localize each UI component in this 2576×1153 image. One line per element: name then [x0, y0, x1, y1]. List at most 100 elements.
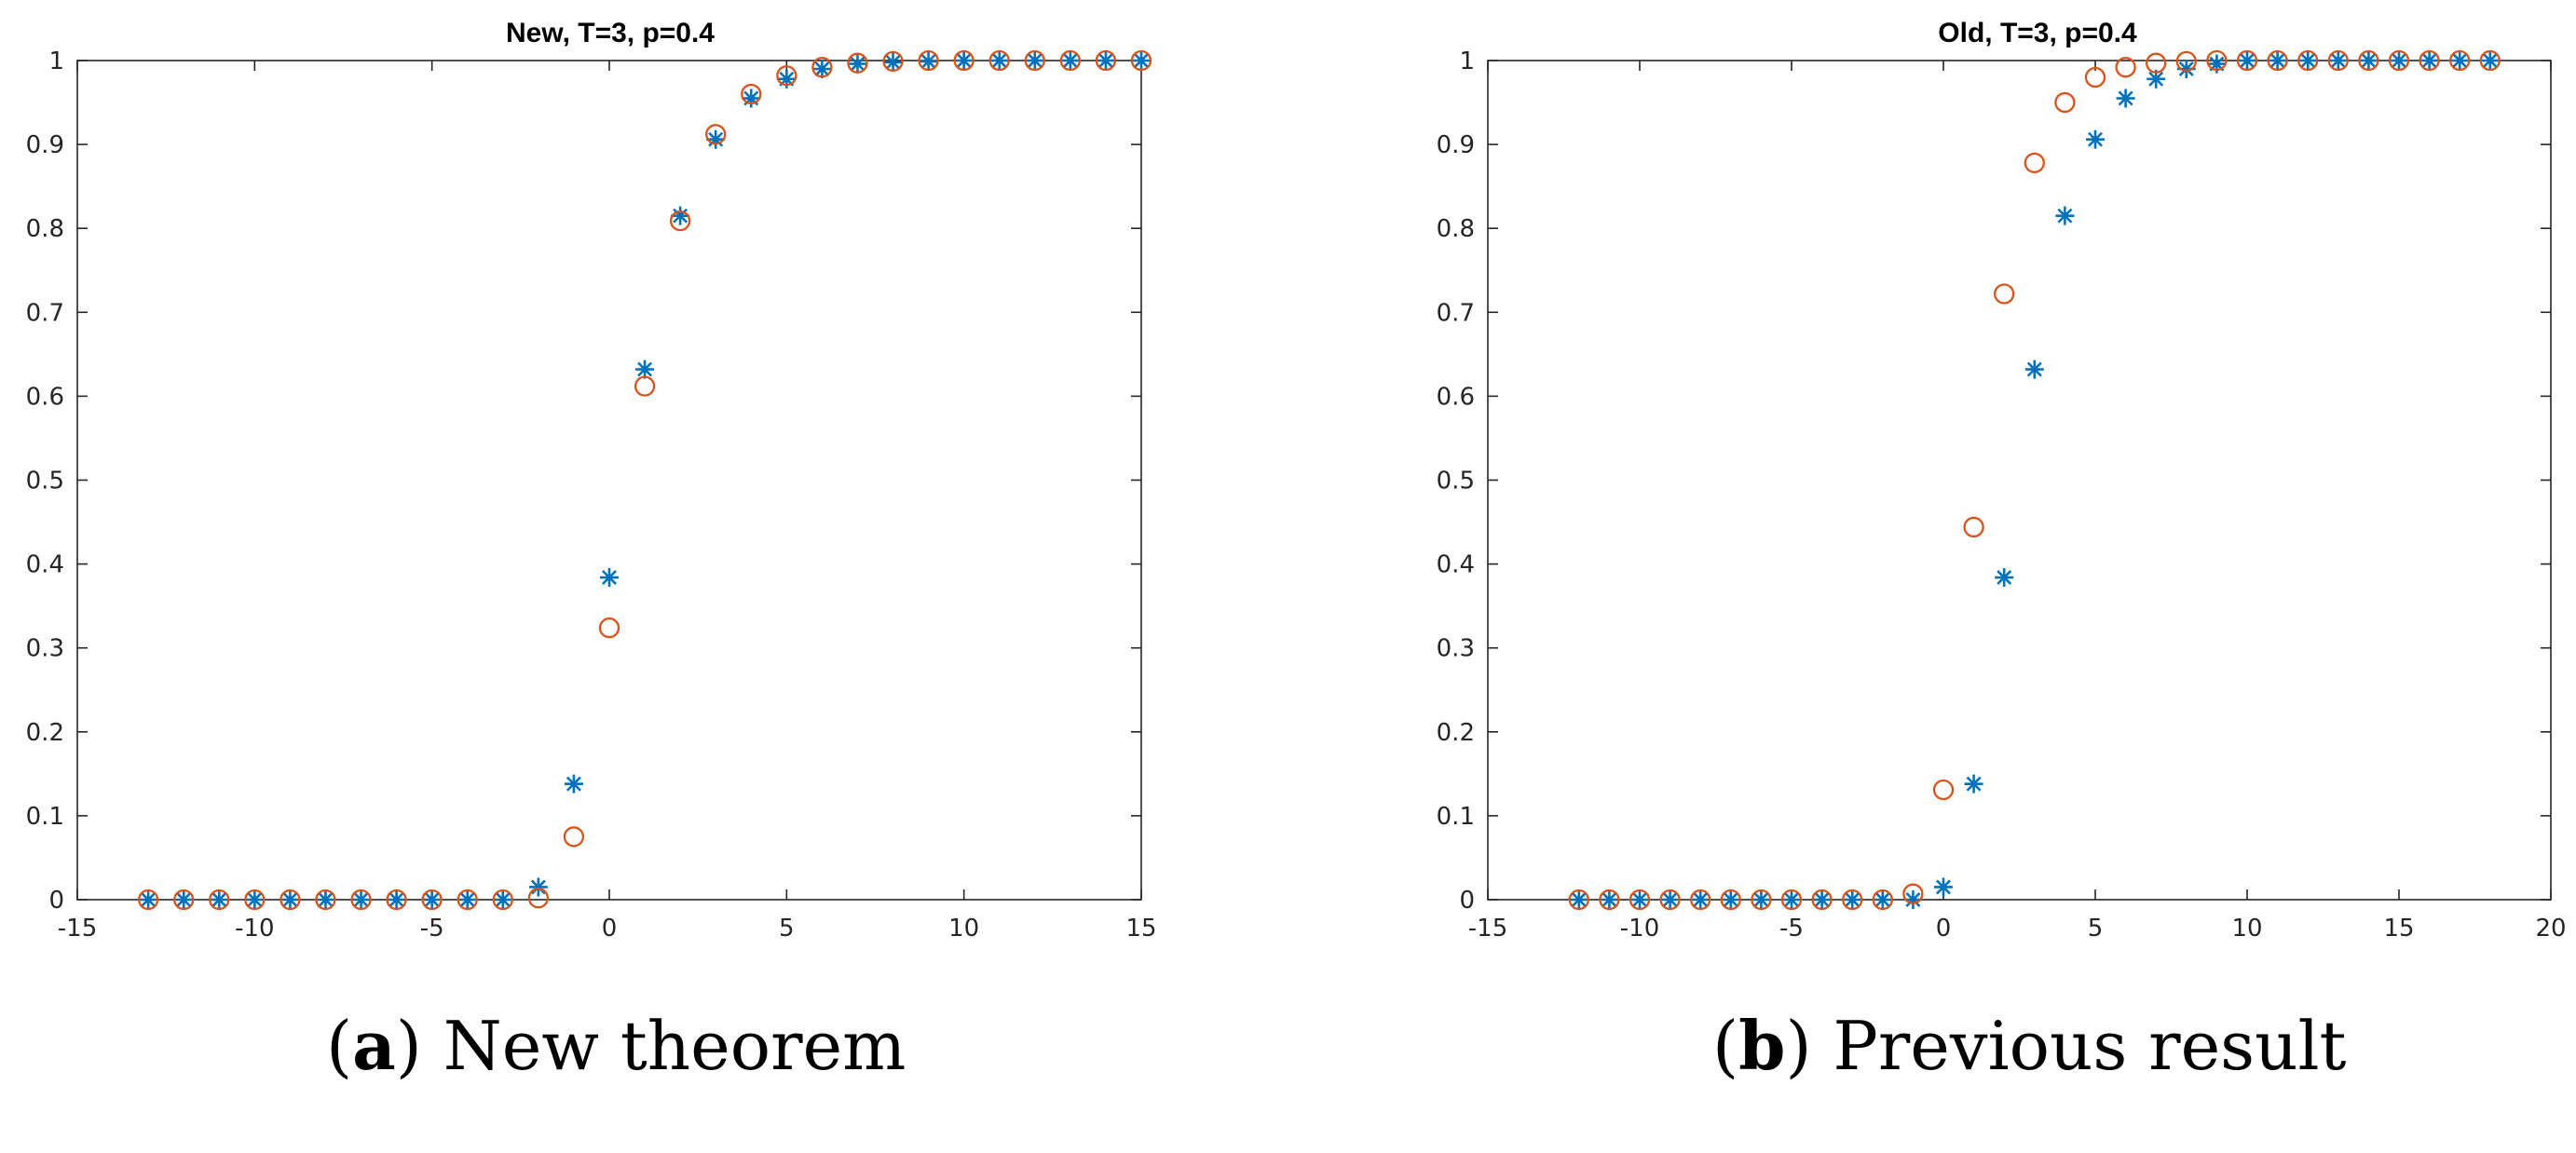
circle-marker-point	[741, 83, 762, 105]
y-tick-label: 0.8	[26, 215, 64, 243]
chart-title: New, T=3, p=0.4	[506, 18, 715, 48]
circle-marker-point	[847, 52, 868, 74]
circle-marker-point	[2115, 57, 2136, 78]
star-marker-point	[387, 890, 406, 909]
circle-marker-point	[1599, 888, 1620, 911]
star-marker-point	[139, 890, 158, 909]
star-marker-point	[2450, 51, 2470, 70]
circle-marker-point	[2419, 49, 2440, 72]
star-marker-point	[1843, 890, 1862, 909]
star-marker-point	[883, 52, 903, 72]
star-marker-point	[2298, 51, 2318, 70]
star-marker-point	[2419, 51, 2439, 70]
circle-marker-point	[137, 888, 159, 911]
star-marker-point	[1569, 890, 1588, 909]
circle-marker-point	[2084, 66, 2106, 88]
y-tick-label: 0.4	[26, 551, 64, 579]
circle-marker-point	[2449, 49, 2471, 72]
circle-marker-point	[1059, 49, 1082, 72]
star-marker-point	[1873, 890, 1892, 909]
y-tick-label: 0.2	[26, 719, 64, 747]
y-tick-label: 0.9	[1437, 131, 1475, 159]
y-tick-label: 0.7	[26, 299, 64, 327]
star-marker-point	[812, 60, 832, 79]
circle-marker-point	[2358, 49, 2379, 72]
circle-marker-point	[2146, 52, 2167, 74]
y-tick-label: 1	[48, 47, 64, 75]
y-tick-label: 0.3	[1437, 635, 1475, 663]
circle-marker-point	[2024, 152, 2045, 174]
circle-marker-point	[2054, 91, 2076, 114]
star-marker-point	[1934, 877, 1953, 897]
star-marker-point	[1995, 568, 2014, 588]
star-marker-point	[706, 129, 726, 149]
y-tick-label: 0.7	[1437, 299, 1475, 327]
caption-text: New theorem	[443, 1007, 906, 1085]
circle-marker-point	[2206, 49, 2228, 72]
star-marker-point	[1964, 774, 1983, 794]
circle-marker-point	[1932, 779, 1955, 801]
x-tick-label: -10	[1620, 915, 1659, 943]
star-marker-point	[210, 890, 229, 909]
circle-marker-point	[1024, 49, 1045, 72]
star-marker-point	[2176, 60, 2196, 79]
star-marker-point	[1660, 890, 1680, 909]
star-marker-point	[493, 890, 512, 909]
circle-marker-point	[1720, 888, 1741, 911]
star-marker-point	[600, 568, 619, 588]
star-marker-point	[316, 890, 335, 909]
y-tick-label: 0	[1459, 887, 1475, 915]
x-tick-label: 0	[602, 915, 618, 943]
y-tick-label: 0	[48, 887, 64, 915]
circle-marker-point	[1811, 888, 1833, 911]
star-marker-point	[1721, 890, 1740, 909]
y-tick-label: 0.2	[1437, 719, 1475, 747]
star-marker-point	[2116, 88, 2135, 108]
star-marker-point	[2086, 129, 2105, 149]
circle-marker-point	[2388, 49, 2410, 72]
circle-marker-point	[209, 888, 230, 911]
circle-marker-point	[1629, 888, 1651, 911]
caption-letter: b	[1738, 1006, 1786, 1085]
circle-marker-point	[421, 888, 443, 911]
circle-marker-point	[2175, 50, 2197, 73]
star-marker-point	[1630, 890, 1649, 909]
caption-letter: a	[352, 1006, 396, 1085]
circle-marker-point	[882, 50, 904, 73]
circle-marker-point	[527, 888, 550, 909]
circle-marker-point	[2297, 49, 2319, 72]
circle-marker-point	[315, 888, 336, 911]
star-marker-point	[2055, 206, 2075, 225]
x-tick-label: 20	[2535, 915, 2566, 943]
star-marker-point	[351, 890, 371, 909]
circle-marker-point	[669, 210, 691, 232]
star-marker-point	[989, 51, 1009, 70]
caption-a: (a) New theorem	[326, 1006, 906, 1085]
y-tick-label: 0.8	[1437, 215, 1475, 243]
star-marker-point	[671, 206, 690, 225]
star-marker-point	[2480, 51, 2500, 70]
circle-marker-point	[1963, 516, 1984, 538]
circle-marker-point	[244, 888, 266, 911]
circle-marker-point	[173, 888, 195, 911]
star-marker-point	[777, 69, 797, 88]
star-marker-point	[1025, 51, 1044, 70]
chart-new-theorem: New, T=3, p=0.4 -15 -10 -5 0 5 10 15 0 0.1 0.2 0.3…	[26, 18, 1157, 943]
circle-marker-point	[1130, 49, 1152, 72]
circle-marker-point	[279, 888, 301, 911]
star-marker-point	[1060, 51, 1080, 70]
star-marker-point	[1132, 51, 1151, 70]
x-tick-label: -5	[420, 915, 444, 943]
circle-marker-point	[1568, 888, 1589, 911]
x-tick-label: 15	[2383, 915, 2414, 943]
star-marker-point	[954, 51, 974, 70]
star-marker-point	[1691, 890, 1711, 909]
circle-marker-point	[386, 888, 407, 911]
circle-marker-point	[1780, 888, 1803, 911]
circle-marker-point	[1095, 49, 1117, 72]
star-marker-point	[919, 51, 938, 71]
star-marker-point	[1903, 890, 1923, 909]
caption-b: (b) Previous result	[1712, 1006, 2347, 1085]
circle-marker-point	[457, 888, 478, 911]
chart-title: Old, T=3, p=0.4	[1938, 18, 2137, 48]
